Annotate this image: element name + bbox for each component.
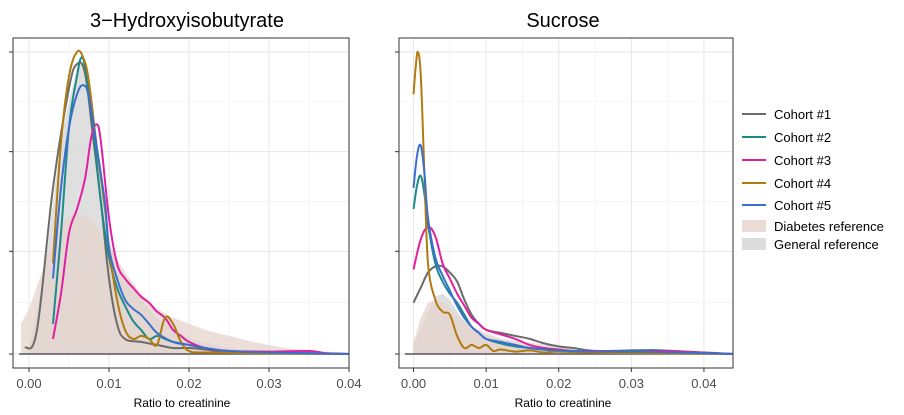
diabetes-reference-area xyxy=(21,212,349,354)
panel-1: 3−Hydroxyisobutyrate 0.00 0.01 0.02 0.03… xyxy=(9,10,362,410)
legend-label-diabetes-reference: Diabetes reference xyxy=(774,219,884,234)
panel-2-series-lines xyxy=(405,50,734,355)
x-tick-label: 0.03 xyxy=(256,376,281,391)
legend-label-cohort-4: Cohort #4 xyxy=(774,176,831,191)
panel-2-border xyxy=(398,37,734,369)
legend-label-cohort-3: Cohort #3 xyxy=(774,153,831,168)
panel-1-series-lines xyxy=(19,49,350,355)
x-tick-label: 0.01 xyxy=(473,376,498,391)
panel-1-x-axis-label: Ratio to creatinine xyxy=(134,396,231,410)
x-tick-label: 0.04 xyxy=(691,376,716,391)
cohort-4-line xyxy=(52,49,350,355)
panel-2: Sucrose 0.00 0.01 0.02 0.03 0.04 Ratio t… xyxy=(395,10,734,410)
cohort-5-line xyxy=(52,84,350,355)
cohort-5-line xyxy=(412,143,734,355)
x-tick-label: 0.02 xyxy=(546,376,571,391)
panel-2-x-tick-marks xyxy=(413,368,705,372)
panel-2-title: Sucrose xyxy=(526,10,599,32)
legend-label-cohort-1: Cohort #1 xyxy=(774,107,831,122)
panel-1-border xyxy=(12,37,350,369)
x-tick-label: 0.00 xyxy=(16,376,41,391)
panel-1-x-ticks: 0.00 0.01 0.02 0.03 0.04 xyxy=(16,376,361,391)
x-tick-label: 0.04 xyxy=(336,376,361,391)
legend-label-cohort-5: Cohort #5 xyxy=(774,198,831,213)
panel-1-x-tick-marks xyxy=(28,368,350,372)
panel-2-x-ticks: 0.00 0.01 0.02 0.03 0.04 xyxy=(401,376,717,391)
legend-label-general-reference: General reference xyxy=(774,237,879,252)
panel-2-x-axis-label: Ratio to creatinine xyxy=(515,396,612,410)
legend-swatch-general-reference xyxy=(742,238,766,250)
cohort-4-line xyxy=(412,50,734,355)
legend-label-cohort-2: Cohort #2 xyxy=(774,130,831,145)
x-tick-label: 0.01 xyxy=(96,376,121,391)
x-tick-label: 0.03 xyxy=(619,376,644,391)
x-tick-label: 0.02 xyxy=(176,376,201,391)
x-tick-label: 0.00 xyxy=(401,376,426,391)
panel-1-y-ticks xyxy=(9,51,13,355)
panel-2-y-ticks xyxy=(395,51,399,355)
panel-1-title: 3−Hydroxyisobutyrate xyxy=(90,10,284,32)
legend: Cohort #1 Cohort #2 Cohort #3 Cohort #4 … xyxy=(742,107,884,252)
legend-swatch-diabetes-reference xyxy=(742,220,766,232)
